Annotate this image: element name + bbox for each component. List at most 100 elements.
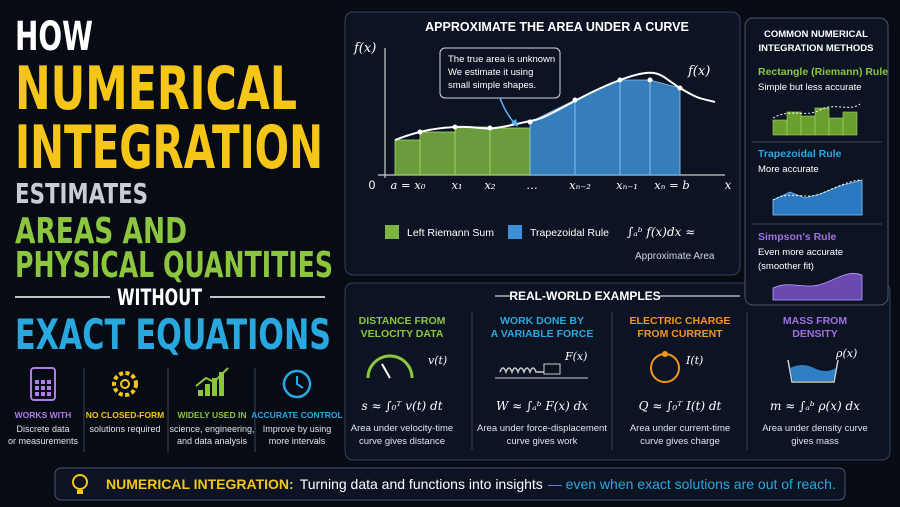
example-caption: gives mass bbox=[791, 436, 839, 447]
example-caption: Area under density curve bbox=[762, 423, 868, 434]
banner-lead: NUMERICAL INTEGRATION: bbox=[106, 476, 294, 492]
bulb-base bbox=[77, 490, 83, 494]
riemann-rect bbox=[394, 139, 421, 176]
sample-point bbox=[617, 77, 623, 83]
x-label: xₙ = b bbox=[654, 178, 689, 192]
feature-text: and data analysis bbox=[177, 436, 248, 446]
example-formula: s ≈ ∫₀ᵀ v(t) dt bbox=[361, 399, 442, 413]
callout-text: small simple shapes. bbox=[448, 80, 536, 91]
formula: ∫ₐᵇ f(x)dx ≈ bbox=[627, 225, 695, 239]
panel bbox=[344, 282, 891, 461]
example-title: WORK DONE BY bbox=[500, 315, 584, 327]
title-line: ESTIMATES bbox=[15, 177, 148, 210]
beaker bbox=[787, 359, 839, 383]
feature-text: Improve by using bbox=[263, 424, 332, 434]
example-caption: Area under current-time bbox=[630, 423, 730, 434]
legend-text: Trapezoidal Rule bbox=[530, 227, 609, 239]
growth-bar bbox=[212, 378, 217, 396]
method-text: Even more accurate bbox=[758, 247, 843, 258]
liquid bbox=[790, 365, 836, 381]
x-label: x₁ bbox=[451, 178, 462, 192]
x-label: xₙ₋₂ bbox=[569, 178, 591, 192]
sample-point bbox=[417, 129, 423, 135]
section-title: REAL-WORLD EXAMPLES bbox=[509, 289, 660, 303]
example-title: DISTANCE FROM bbox=[359, 315, 446, 327]
feature-text: or measurements bbox=[8, 436, 79, 446]
method-text: Simple but less accurate bbox=[758, 82, 862, 93]
x-axis-label: x bbox=[725, 178, 732, 192]
example-title: ELECTRIC CHARGE bbox=[630, 315, 731, 327]
curve-label: f(x) bbox=[687, 64, 710, 79]
methods-title: INTEGRATION METHODS bbox=[759, 43, 874, 54]
growth-bar bbox=[198, 390, 203, 396]
mini-simpson bbox=[772, 273, 863, 301]
growth-bar bbox=[219, 372, 224, 396]
callout-text: The true area is unknown bbox=[448, 54, 555, 65]
clock-hands bbox=[296, 376, 304, 389]
banner-text: NUMERICAL INTEGRATION: Turning data and f… bbox=[106, 476, 836, 492]
title-line: WITHOUT bbox=[117, 286, 202, 311]
example-var: v(t) bbox=[428, 354, 447, 367]
method-text: More accurate bbox=[758, 164, 819, 175]
calculator-key bbox=[35, 392, 39, 396]
sample-point bbox=[487, 125, 493, 131]
calculator-key bbox=[35, 386, 39, 390]
mini-rect bbox=[842, 111, 858, 136]
example-caption: curve gives distance bbox=[359, 436, 445, 447]
legend-text: Left Riemann Sum bbox=[407, 227, 494, 239]
riemann-rect bbox=[489, 127, 531, 176]
feature-text: science, engineering, bbox=[169, 424, 254, 434]
bulb-icon bbox=[72, 474, 88, 490]
feature-title: WIDELY USED IN bbox=[178, 410, 247, 420]
calculator-key bbox=[41, 380, 45, 384]
x-label: x₂ bbox=[484, 178, 495, 192]
example-caption: curve gives work bbox=[507, 436, 578, 447]
example-caption: Area under force-displacement bbox=[477, 423, 607, 434]
example-title: A VARIABLE FORCE bbox=[491, 328, 594, 340]
title-line: INTEGRATION bbox=[15, 113, 323, 183]
riemann-rect bbox=[454, 126, 491, 176]
calculator-key bbox=[35, 380, 39, 384]
legend-swatch bbox=[385, 225, 399, 239]
trapezoid bbox=[619, 79, 651, 176]
feature-title: ACCURATE CONTROL bbox=[251, 410, 342, 420]
x-label: a = x₀ bbox=[391, 178, 426, 192]
legend-swatch bbox=[508, 225, 522, 239]
title-line: PHYSICAL QUANTITIES bbox=[15, 245, 333, 286]
calculator-key bbox=[41, 386, 45, 390]
calculator-key bbox=[41, 392, 45, 396]
callout-arrowhead bbox=[511, 119, 518, 127]
sample-point bbox=[452, 124, 458, 130]
example-formula: Q ≈ ∫₀ᵀ I(t) dt bbox=[639, 399, 722, 413]
riemann-rect bbox=[419, 131, 456, 176]
mini-rect bbox=[772, 119, 788, 136]
example-caption: curve gives charge bbox=[640, 436, 720, 447]
example-var: I(t) bbox=[685, 354, 703, 367]
gauge bbox=[366, 354, 414, 379]
example-var: F(x) bbox=[564, 350, 587, 363]
example-title: DENSITY bbox=[792, 328, 838, 340]
mini-rect bbox=[800, 115, 816, 136]
formula-caption: Approximate Area bbox=[635, 251, 715, 262]
gear-icon bbox=[120, 379, 130, 389]
banner-body: Turning data and functions into insights bbox=[300, 476, 543, 492]
origin-label: 0 bbox=[369, 178, 376, 192]
mini-rect bbox=[828, 117, 844, 136]
x-label: … bbox=[526, 178, 538, 192]
current-dot bbox=[662, 351, 668, 357]
title-line: EXACT EQUATIONS bbox=[15, 310, 331, 359]
feature-text: solutions required bbox=[89, 424, 160, 434]
panel-title: APPROXIMATE THE AREA UNDER A CURVE bbox=[425, 20, 689, 34]
trapezoid bbox=[649, 79, 681, 176]
mini-rect bbox=[786, 111, 802, 136]
feature-title: NO CLOSED-FORM bbox=[86, 410, 164, 420]
example-caption: Area under velocity-time bbox=[351, 423, 453, 434]
growth-bar bbox=[205, 384, 210, 396]
banner bbox=[54, 467, 846, 501]
calculator-icon bbox=[30, 367, 56, 401]
method-name: Trapezoidal Rule bbox=[758, 148, 842, 160]
calculator-key bbox=[47, 386, 51, 390]
mini-rect bbox=[814, 107, 830, 136]
feature-text: Discrete data bbox=[16, 424, 69, 434]
